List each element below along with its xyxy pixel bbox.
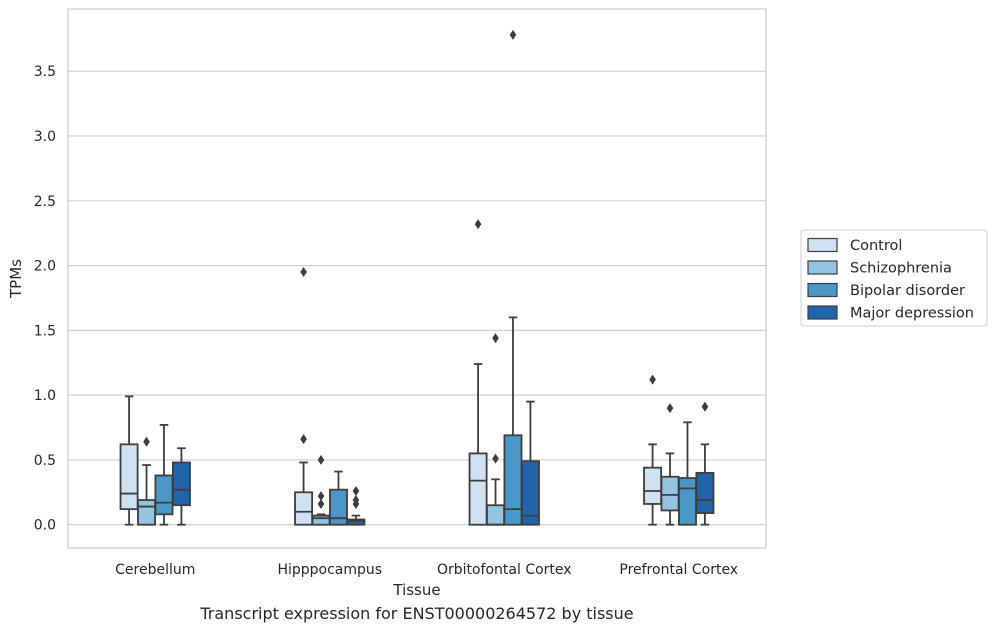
legend-label: Control — [850, 238, 902, 254]
box-iqr — [503, 434, 523, 526]
box — [503, 29, 523, 526]
y-axis-label: TPMs — [7, 259, 25, 299]
y-tick-label: 0.5 — [34, 453, 56, 469]
box-iqr — [119, 443, 139, 511]
y-tick-label: 2.0 — [34, 259, 56, 275]
legend-item: Schizophrenia — [807, 260, 952, 277]
series-0 — [119, 219, 663, 526]
y-tick-label: 2.5 — [34, 194, 56, 210]
outlier-point — [492, 333, 499, 344]
y-tick-label: 3.5 — [34, 64, 56, 80]
legend-swatch — [807, 260, 838, 275]
box-iqr — [137, 499, 156, 526]
box-iqr — [520, 460, 540, 526]
legend-item: Bipolar disorder — [807, 282, 965, 299]
legend: Control Schizophrenia Bipolar disorder Majo… — [800, 229, 988, 327]
box — [294, 267, 314, 526]
outlier-point — [649, 374, 656, 385]
x-tick-labels: Cerebellum Hipppocampus Orbitofontal Corte… — [115, 562, 738, 578]
plot-frame — [67, 8, 767, 549]
legend-label: Major depression — [850, 306, 974, 322]
box — [643, 374, 663, 526]
x-tick-label: Cerebellum — [115, 562, 195, 578]
outlier-point — [701, 401, 709, 412]
outlier-point — [492, 453, 499, 464]
outlier-point — [300, 267, 307, 278]
outlier-point — [509, 29, 517, 40]
box-iqr — [468, 452, 488, 526]
y-tick-label: 3.0 — [34, 129, 56, 145]
box-iqr — [329, 488, 348, 526]
legend-swatch — [807, 237, 838, 253]
x-axis-label: Tissue — [392, 581, 440, 599]
box-iqr — [695, 471, 715, 514]
outlier-point — [352, 495, 360, 506]
box — [678, 421, 697, 526]
outlier-point — [300, 434, 307, 445]
box — [171, 447, 191, 526]
box — [520, 400, 540, 526]
box-series — [119, 29, 715, 526]
legend-label: Schizophrenia — [850, 261, 952, 277]
series-3 — [171, 400, 715, 526]
legend-frame — [800, 229, 988, 327]
legend-item: Major depression — [807, 305, 974, 322]
y-tick-labels: 0.0 0.5 1.0 1.5 2.0 2.5 3.0 3.5 — [34, 64, 56, 533]
box-iqr — [486, 504, 505, 526]
y-tick-label: 0.0 — [34, 518, 56, 534]
box-iqr — [346, 518, 366, 526]
box — [329, 470, 348, 526]
legend-label: Bipolar disorder — [850, 283, 965, 299]
chart-caption: Transcript expression for ENST0000026457… — [200, 604, 634, 623]
box-iqr — [171, 461, 191, 507]
outlier-point — [666, 403, 674, 414]
outlier-point — [474, 219, 482, 230]
x-tick-label: Orbitofontal Cortex — [437, 562, 572, 578]
box — [468, 219, 488, 526]
outlier-point — [317, 491, 325, 502]
box — [486, 333, 505, 526]
box-iqr — [660, 475, 680, 512]
box — [154, 424, 174, 526]
box — [311, 454, 331, 526]
box-iqr — [311, 514, 331, 526]
outlier-point — [317, 454, 325, 465]
outlier-point — [317, 498, 325, 509]
x-tick-label: Hipppocampus — [277, 562, 382, 578]
x-tick-label: Prefrontal Cortex — [619, 562, 738, 578]
legend-swatch — [807, 305, 838, 320]
y-tick-label: 1.0 — [34, 388, 56, 404]
box — [695, 401, 715, 526]
series-2 — [154, 29, 697, 526]
outlier-point — [143, 436, 150, 447]
box-iqr — [154, 474, 174, 516]
box — [137, 436, 156, 526]
box — [119, 395, 139, 526]
box-iqr — [678, 477, 697, 526]
box — [346, 485, 366, 526]
series-1 — [137, 333, 680, 526]
outlier-point — [352, 485, 360, 496]
box-iqr — [294, 491, 314, 526]
box-iqr — [643, 466, 663, 505]
box — [660, 403, 680, 526]
y-tick-label: 1.5 — [34, 323, 56, 339]
gridlines — [68, 70, 766, 526]
legend-swatch — [807, 282, 838, 298]
legend-item: Control — [807, 237, 902, 254]
